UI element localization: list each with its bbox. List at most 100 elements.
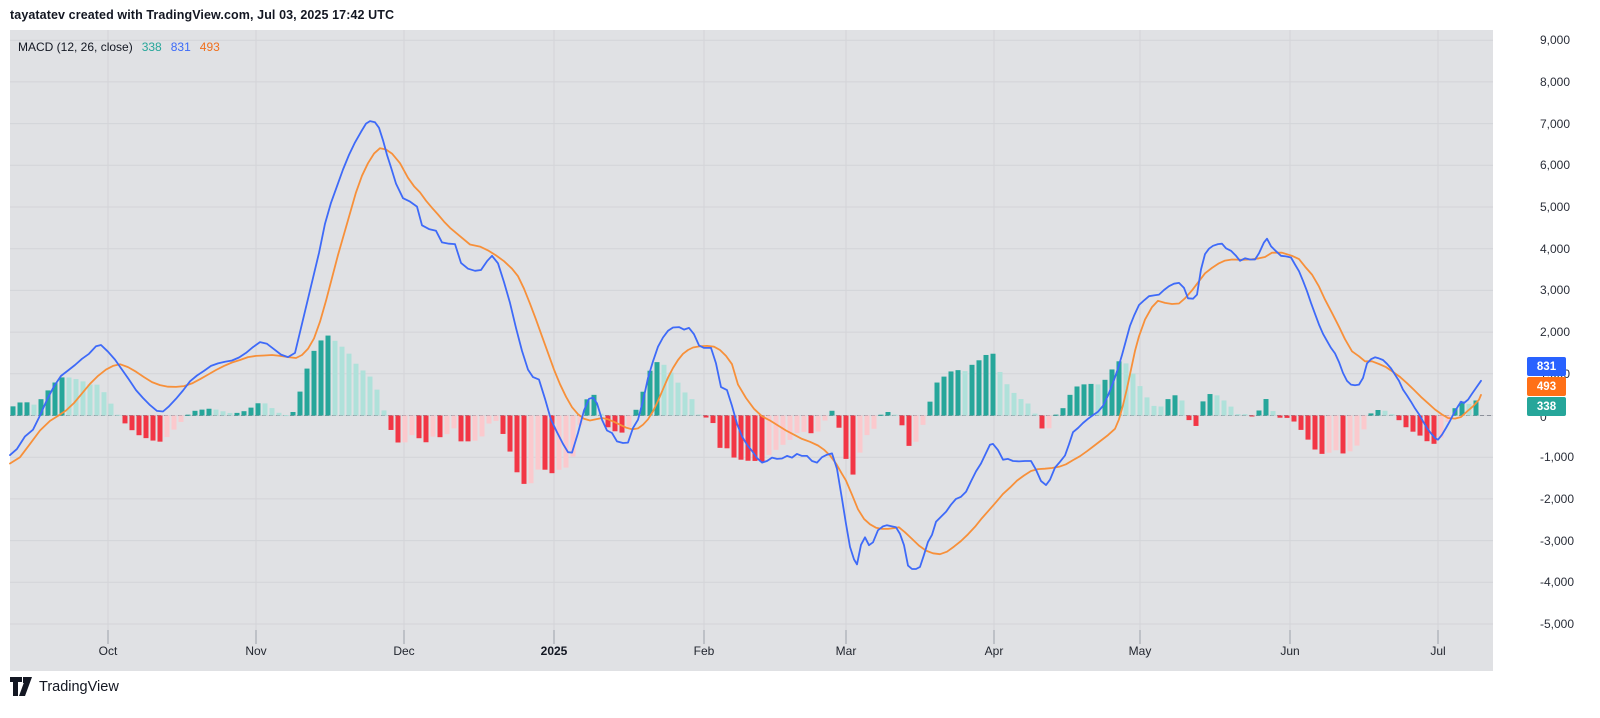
indicator-values: 338 831 493	[142, 40, 229, 54]
histogram-bar	[878, 414, 884, 416]
histogram-bar	[283, 415, 289, 417]
histogram-bar	[892, 414, 898, 416]
y-axis-label: -1,000	[1540, 450, 1575, 465]
histogram-bar	[1312, 415, 1318, 450]
histogram-bar	[654, 362, 660, 416]
histogram-bar	[808, 415, 814, 434]
plot-background[interactable]	[10, 30, 1493, 671]
histogram-bar	[395, 415, 401, 443]
histogram-bar	[759, 415, 765, 462]
histogram-bar	[157, 415, 163, 442]
histogram-bar	[1060, 408, 1066, 416]
histogram-bar	[318, 340, 324, 416]
histogram-bar	[1200, 401, 1206, 416]
histogram-bar	[1053, 414, 1059, 416]
histogram-bar	[605, 415, 611, 428]
histogram-bar	[122, 415, 128, 424]
footer: TradingView	[10, 677, 119, 696]
histogram-bar	[633, 409, 639, 416]
tradingview-logo-icon[interactable]	[10, 677, 32, 696]
histogram-bar	[521, 415, 527, 484]
histogram-bar	[311, 350, 317, 416]
histogram-bar	[1144, 397, 1150, 416]
histogram-bar	[1389, 414, 1395, 416]
histogram-bar	[661, 364, 667, 416]
histogram-bar	[220, 411, 226, 416]
histogram-bar	[10, 406, 16, 416]
histogram-bar	[528, 415, 534, 484]
histogram-bar	[871, 415, 877, 429]
histogram-bar	[1221, 400, 1227, 416]
histogram-bar	[332, 340, 338, 416]
histogram-bar	[339, 346, 345, 416]
histogram-bar	[206, 408, 212, 416]
histogram-bar	[1298, 415, 1304, 430]
histogram-bar	[1151, 405, 1157, 416]
histogram-bar	[234, 412, 240, 416]
histogram-bar	[164, 415, 170, 438]
histogram-bar	[150, 415, 156, 441]
y-axis-label: 6,000	[1540, 158, 1571, 173]
price-badge-macd: 831	[1527, 357, 1566, 376]
histogram-bar	[612, 415, 618, 432]
histogram-bar	[1046, 415, 1052, 429]
histogram-bar	[66, 377, 72, 416]
histogram-bar	[514, 415, 520, 473]
histogram-bar	[1165, 399, 1171, 416]
histogram-bar	[1459, 401, 1465, 416]
histogram-bar	[465, 415, 471, 442]
histogram-bar	[675, 382, 681, 416]
y-axis-label: 0	[1540, 410, 1547, 424]
histogram-bar	[535, 415, 541, 470]
histogram-bar	[920, 415, 926, 425]
histogram-bar	[269, 408, 275, 416]
histogram-bar	[1214, 395, 1220, 416]
histogram-bar	[444, 415, 450, 435]
histogram-bar	[423, 415, 429, 443]
indicator-legend[interactable]: MACD (12, 26, close) 338 831 493	[18, 40, 229, 54]
x-axis-label-jun: Jun	[1280, 644, 1300, 658]
histogram-bar	[17, 402, 23, 416]
y-axis-label: -3,000	[1540, 533, 1575, 548]
histogram-bar	[682, 392, 688, 416]
histogram-bar	[1207, 394, 1213, 416]
histogram-bar	[836, 415, 842, 428]
histogram-bar	[934, 382, 940, 416]
histogram-bar	[59, 377, 65, 416]
histogram-bar	[388, 415, 394, 430]
histogram-bar	[584, 399, 590, 416]
histogram-bar	[1242, 414, 1248, 416]
histogram-bar	[1375, 409, 1381, 416]
histogram-bar	[773, 415, 779, 450]
histogram-bar	[990, 353, 996, 416]
histogram-bar	[815, 415, 821, 432]
histogram-bar	[549, 415, 555, 474]
histogram-bar	[430, 415, 436, 437]
histogram-bar	[955, 370, 961, 416]
histogram-bar	[801, 415, 807, 432]
histogram-bar	[479, 415, 485, 437]
histogram-bar	[794, 415, 800, 434]
histogram-bar	[906, 415, 912, 446]
histogram-bar	[304, 368, 310, 416]
signal-line-series	[9, 147, 1482, 556]
histogram-bar	[185, 414, 191, 416]
histogram-bar	[262, 403, 268, 416]
histogram-bar	[1396, 415, 1402, 421]
histogram-bar	[913, 415, 919, 442]
histogram-bar	[1340, 415, 1346, 454]
indicator-name: MACD (12, 26, close)	[18, 40, 133, 54]
x-axis-label-feb: Feb	[693, 644, 715, 658]
histogram-bar	[626, 415, 632, 427]
x-axis-label-may: May	[1128, 644, 1152, 658]
x-axis-label-nov: Nov	[245, 644, 267, 658]
histogram-bar	[1382, 410, 1388, 416]
histogram-bar	[962, 371, 968, 416]
histogram-bar	[276, 412, 282, 416]
histogram-bar	[143, 415, 149, 439]
x-axis-label-mar: Mar	[835, 644, 857, 658]
histogram-bar	[983, 354, 989, 416]
histogram-bar	[31, 404, 37, 416]
histogram-bar	[1137, 386, 1143, 416]
